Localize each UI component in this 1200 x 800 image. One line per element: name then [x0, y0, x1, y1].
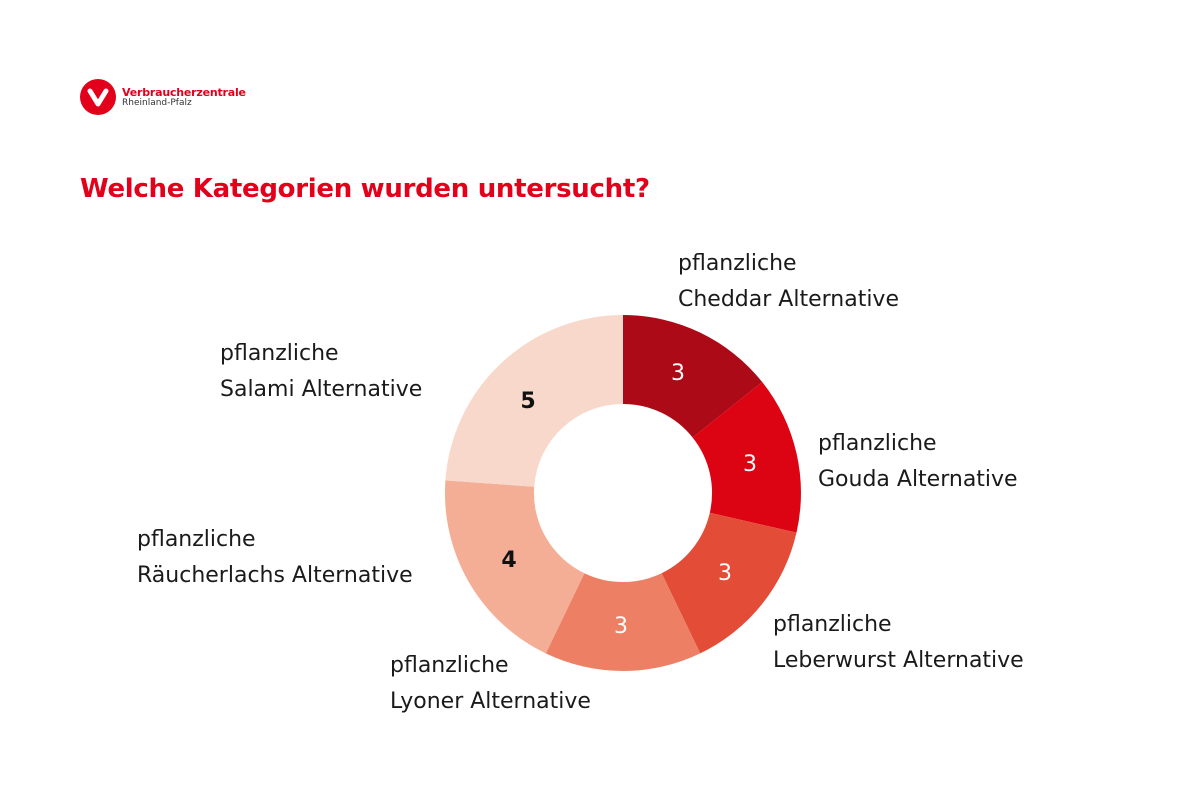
value-leberwurst: 3 — [718, 561, 732, 586]
logo: Verbraucherzentrale Rheinland-Pfalz — [80, 79, 246, 115]
donut-segments — [444, 315, 801, 672]
segment-raeucherlachs — [444, 480, 585, 654]
logo-name: Verbraucherzentrale — [122, 85, 246, 99]
value-gouda: 3 — [743, 452, 757, 477]
page-title: Welche Kategorien wurden untersucht? — [80, 174, 650, 204]
segment-cheddar — [623, 315, 763, 438]
label-salami: pflanzliche Salami Alternative — [220, 341, 423, 402]
value-lyoner: 3 — [614, 614, 628, 639]
logo-subtitle: Rheinland-Pfalz — [122, 97, 192, 108]
logo-v-icon — [80, 79, 116, 115]
label-lyoner: pflanzliche Lyoner Alternative — [390, 653, 591, 714]
segment-leberwurst — [661, 512, 797, 654]
value-cheddar: 3 — [671, 361, 685, 386]
segment-lyoner — [545, 573, 701, 672]
segment-salami — [445, 315, 623, 487]
label-gouda: pflanzliche Gouda Alternative — [818, 431, 1018, 492]
label-leberwurst: pflanzliche Leberwurst Alternative — [773, 612, 1024, 673]
segment-gouda — [692, 382, 801, 533]
label-raeucherlachs: pflanzliche Räucherlachs Alternative — [137, 527, 413, 588]
label-cheddar: pflanzliche Cheddar Alternative — [678, 251, 899, 312]
value-salami: 5 — [520, 389, 535, 414]
value-raeucherlachs: 4 — [501, 548, 516, 573]
